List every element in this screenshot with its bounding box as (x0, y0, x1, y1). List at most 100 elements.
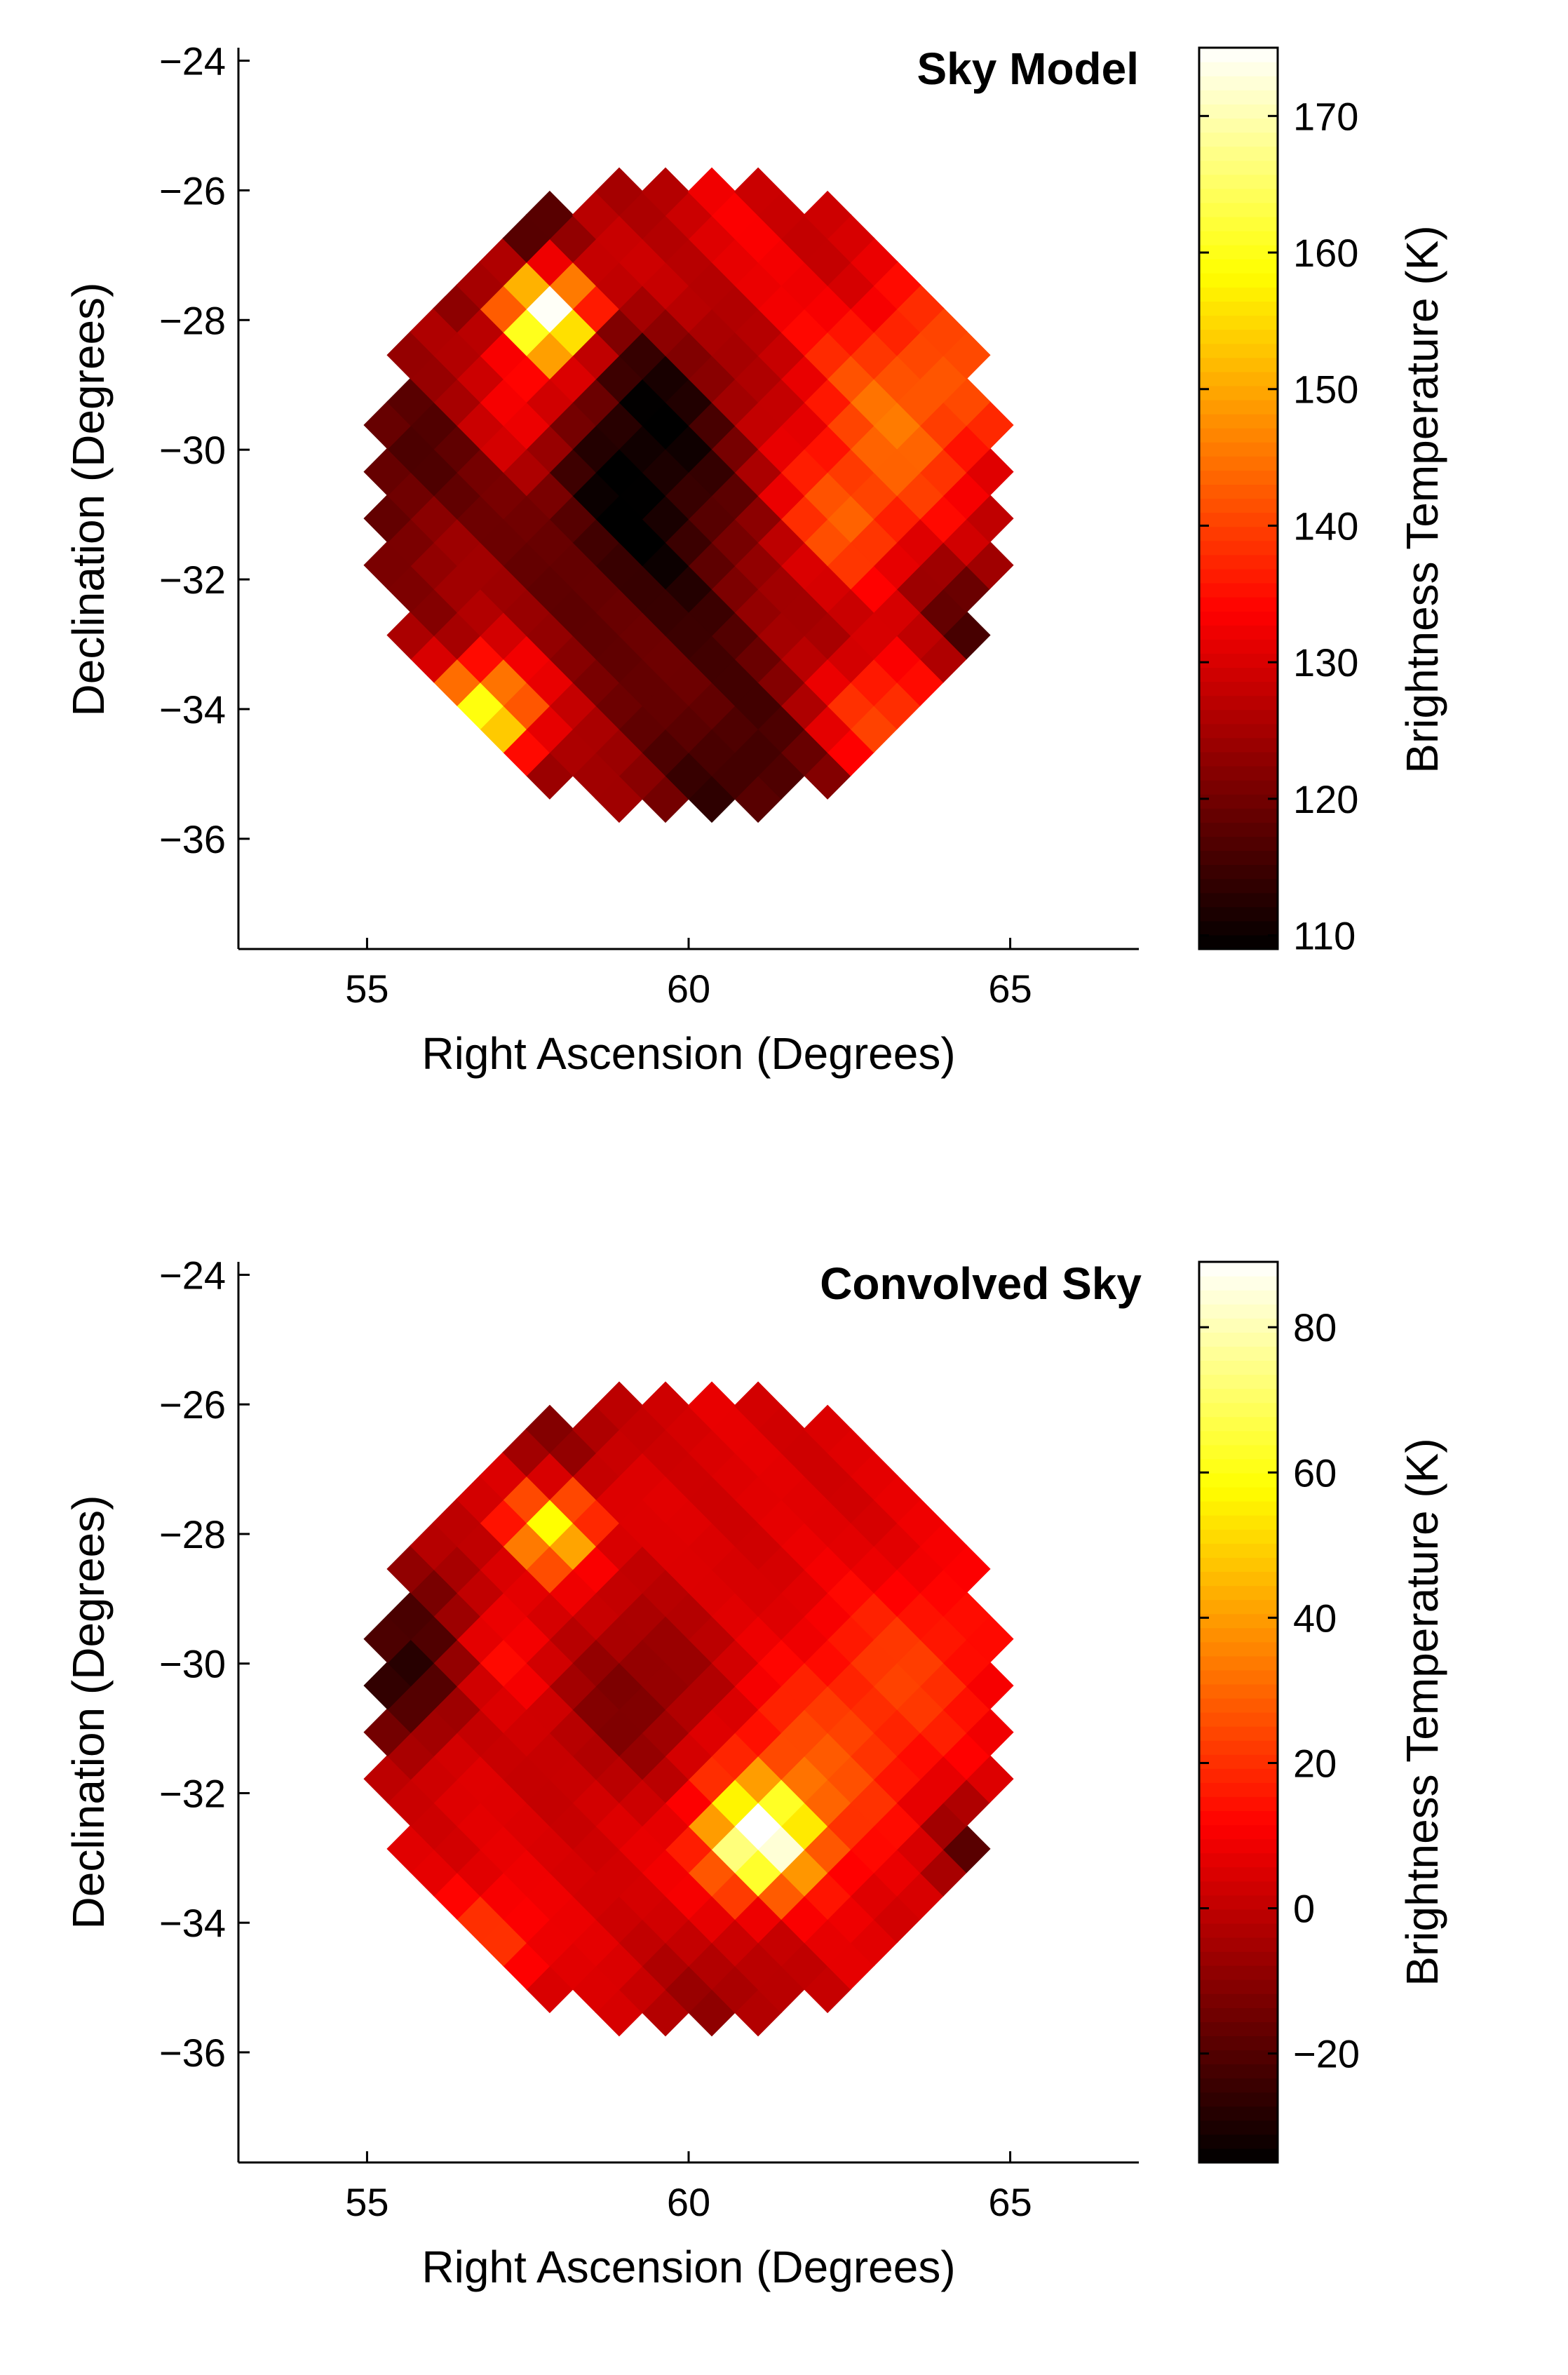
colorbar-band (1199, 1374, 1278, 1390)
y-tick-label: −32 (159, 558, 226, 602)
colorbar-band (1199, 371, 1278, 386)
x-tick-label: 65 (988, 2180, 1032, 2224)
colorbar-band (1199, 146, 1278, 161)
colorbar-band (1199, 1979, 1278, 1994)
colorbar-band (1199, 1712, 1278, 1727)
colorbar-band (1199, 1951, 1278, 1966)
y-tick-label: −24 (159, 39, 226, 83)
colorbar-band (1199, 1937, 1278, 1952)
colorbar-band (1199, 808, 1278, 823)
colorbar-band (1199, 90, 1278, 105)
colorbar-band (1199, 1669, 1278, 1685)
colorbar-band (1199, 2064, 1278, 2079)
colorbar-band (1199, 456, 1278, 471)
colorbar-band (1199, 920, 1278, 936)
colorbar-band (1199, 1529, 1278, 1544)
y-tick-label: −34 (159, 687, 226, 732)
y-tick-label: −36 (159, 817, 226, 861)
colorbar-band (1199, 1430, 1278, 1446)
colorbar-band (1199, 2120, 1278, 2135)
colorbar-band (1199, 1501, 1278, 1516)
colorbar-band (1199, 1683, 1278, 1699)
y-tick-label: −30 (159, 1642, 226, 1686)
colorbar-band (1199, 216, 1278, 231)
convolved-sky-x-label: Right Ascension (Degrees) (421, 2242, 955, 2292)
colorbar-band (1199, 2036, 1278, 2051)
colorbar-band (1199, 1655, 1278, 1671)
sky-pixel (525, 1404, 574, 1453)
convolved-sky-y-label: Declination (Degrees) (63, 1495, 114, 1930)
colorbar-band (1199, 2148, 1278, 2163)
colorbar-band (1199, 1276, 1278, 1291)
sky-pixel (525, 190, 574, 240)
colorbar-band (1199, 1796, 1278, 1812)
colorbar-band (1199, 836, 1278, 852)
colorbar-band (1199, 1782, 1278, 1797)
sky-pixel (595, 167, 644, 216)
colorbar-band (1199, 2092, 1278, 2107)
colorbar-band (1199, 1360, 1278, 1375)
colorbar-band (1199, 780, 1278, 795)
colorbar-band (1199, 1754, 1278, 1769)
colorbar-band (1199, 2106, 1278, 2121)
colorbar-band (1199, 174, 1278, 189)
colorbar-band (1199, 582, 1278, 598)
colorbar-band (1199, 568, 1278, 584)
colorbar-band (1199, 1318, 1278, 1333)
colorbar-band (1199, 1304, 1278, 1319)
panel-convolved-sky: 55 60 65 −24 −26 −28 −30 −32 −34 −36 Convolved S… (63, 1253, 1447, 2292)
y-tick-label: −30 (159, 428, 226, 472)
colorbar-band (1199, 1599, 1278, 1615)
colorbar-band (1199, 667, 1278, 682)
colorbar-band (1199, 653, 1278, 668)
y-tick-label: −34 (159, 1901, 226, 1945)
convolved-sky-colorbar: −20 0 20 40 60 80 (1198, 1260, 1360, 2164)
y-tick-label: −26 (159, 168, 226, 213)
colorbar-band (1199, 160, 1278, 175)
colorbar-band (1199, 2050, 1278, 2065)
colorbar-frame (1198, 46, 1279, 950)
colorbar-band (1199, 639, 1278, 654)
colorbar-band (1199, 554, 1278, 570)
colorbar-band (1199, 498, 1278, 513)
colorbar-band (1199, 2078, 1278, 2093)
convolved-sky-title: Convolved Sky (820, 1258, 1142, 1309)
colorbar-band (1199, 1388, 1278, 1404)
x-tick-label: 55 (345, 967, 388, 1011)
sky-model-y-label: Declination (Degrees) (63, 283, 114, 717)
convolved-sky-y-axis: −24 −26 −28 −30 −32 −34 −36 (159, 1253, 250, 2162)
colorbar-tick-label: 170 (1293, 94, 1358, 138)
colorbar-band (1199, 1881, 1278, 1896)
colorbar-tick-label: 80 (1293, 1305, 1337, 1350)
colorbar-band (1199, 104, 1278, 119)
colorbar-band (1199, 540, 1278, 556)
colorbar-band (1199, 1641, 1278, 1657)
colorbar-tick-label: 130 (1293, 640, 1358, 685)
colorbar-band (1199, 1290, 1278, 1305)
colorbar-band (1199, 934, 1278, 950)
colorbar-band (1199, 906, 1278, 922)
convolved-sky-x-axis: 55 60 65 (238, 2151, 1139, 2224)
colorbar-band (1199, 132, 1278, 147)
sky-pixel (687, 167, 736, 216)
colorbar-band (1199, 1515, 1278, 1530)
colorbar-band (1199, 1585, 1278, 1601)
colorbar-band (1199, 329, 1278, 344)
colorbar-band (1199, 385, 1278, 401)
colorbar-band (1199, 48, 1278, 62)
colorbar-band (1199, 1923, 1278, 1938)
colorbar-tick-label: 150 (1293, 368, 1358, 412)
colorbar-band (1199, 864, 1278, 880)
colorbar-band (1199, 1613, 1278, 1629)
sky-pixel (641, 167, 690, 216)
sky-pixel (687, 1381, 736, 1430)
colorbar-band (1199, 1838, 1278, 1854)
colorbar-band (1199, 414, 1278, 429)
colorbar-band (1199, 850, 1278, 866)
colorbar-tick-label: 60 (1293, 1451, 1337, 1495)
colorbar-band (1199, 695, 1278, 711)
colorbar-band (1199, 442, 1278, 457)
colorbar-band (1199, 1557, 1278, 1572)
colorbar-band (1199, 512, 1278, 527)
